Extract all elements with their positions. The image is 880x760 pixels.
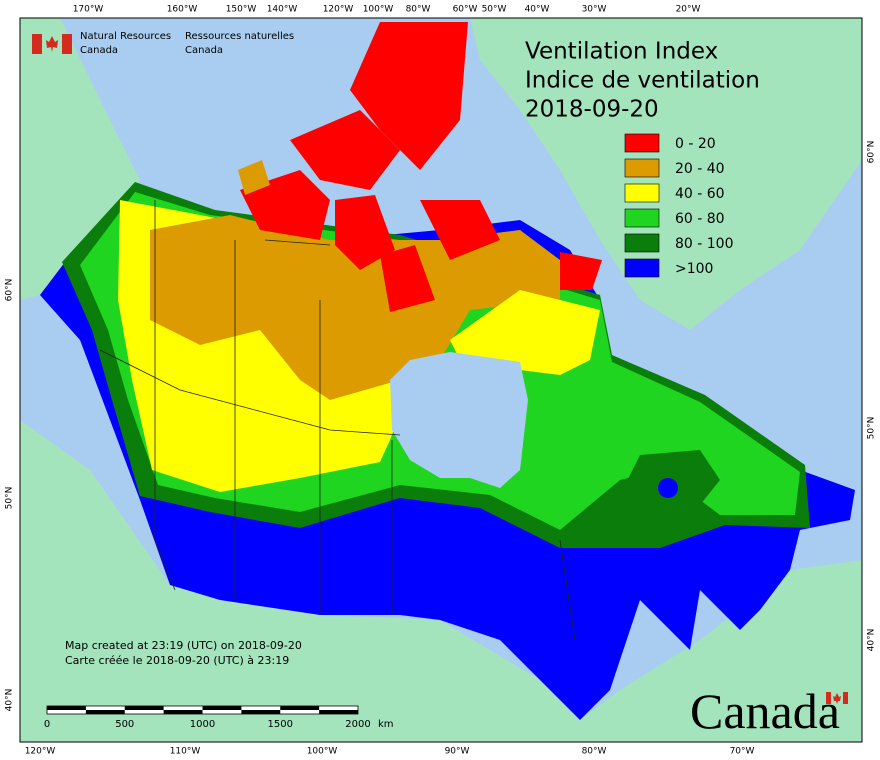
scale-segment [202,706,242,710]
legend-swatch [624,133,660,153]
scale-segment [163,710,203,714]
region-20-40 [238,160,270,195]
scale-segment [85,710,125,714]
arctic-islands [238,22,602,312]
title-line: 2018-09-20 [525,97,659,123]
region-80-100-quebec [625,450,720,505]
frame-border [19,17,863,743]
graticule-top: 140°W [267,5,298,15]
scale-label: 2000 [345,719,370,730]
legend-swatch [624,183,660,203]
region-0-20 [350,22,468,170]
legend-label: 60 - 80 [675,211,725,227]
legend-swatch [624,158,660,178]
scale-segment [47,706,86,710]
scale-bar: 0 500 1000 1500 2000 km [44,705,394,730]
canada-wordmark: Canada [690,683,840,739]
legend-swatch [624,233,660,253]
title: Ventilation Index Indice de ventilation 20… [525,39,760,123]
graticule-top: 150°W [226,5,257,15]
maple-leaf [833,693,841,704]
note: Map created at 23:19 (UTC) on 2018-09-20 [65,639,302,652]
region-0-20 [335,195,395,270]
title-line: Indice de ventilation [525,68,760,94]
agency-en: Natural Resources [80,31,171,42]
flag-bar [32,34,42,54]
agency-fr: Ressources naturelles [185,31,294,42]
map-frame [19,17,863,743]
scale-segment [241,710,281,714]
scale-label: 500 [115,719,134,730]
graticule-top: 20°W [676,5,701,15]
scale-label: 0 [44,719,50,730]
graticule-left: 50°N [5,487,15,510]
graticule-top: 160°W [167,5,198,15]
flag-bar [62,34,72,54]
graticule-left: 40°N [5,689,15,712]
title-line: Ventilation Index [525,39,718,65]
legend-label: 40 - 60 [675,186,725,202]
flag-bar [843,692,848,704]
region-0-20 [560,252,602,290]
greenland [470,18,862,330]
graticule-top: 80°W [406,5,431,15]
graticule-top: 120°W [323,5,354,15]
agency-fr: Canada [185,45,223,56]
scale-label: 1500 [268,719,293,730]
scale-segment [280,706,320,710]
scale-unit: km [378,719,394,730]
legend-swatch [624,258,660,278]
graticule-bottom: 80°W [582,747,607,757]
graticule-top: 30°W [582,5,607,15]
flag-bar [826,692,831,704]
graticule-top: 170°W [73,5,104,15]
graticule-bottom: 90°W [445,747,470,757]
region-over-100-spot [658,478,678,498]
region-0-20 [380,245,435,312]
region-0-20 [290,110,400,190]
graticule-bottom: 110°W [170,747,201,757]
graticule-labels: 170°W 160°W 150°W 140°W 120°W 100°W 80°W 60°W 50… [5,5,877,757]
region-20-40 [150,215,560,400]
legend-label: 0 - 20 [675,136,716,152]
legend-label: >100 [675,261,713,277]
region-0-20 [420,200,500,260]
graticule-top: 50°W [482,5,507,15]
maple-leaf [46,36,58,52]
alaska [20,18,140,300]
nrcan-signature: Natural Resources Canada Ressources natu… [32,31,294,56]
notes: Map created at 23:19 (UTC) on 2018-09-20… [65,639,302,667]
scale-segment [124,706,164,710]
graticule-bottom: 100°W [307,747,338,757]
graticule-right: 40°N [867,629,877,652]
boundaries [99,200,576,641]
agency-en: Canada [80,45,118,56]
scale-label: 1000 [190,719,215,730]
graticule-right: 60°N [867,141,877,164]
scale-segment [319,710,358,714]
graticule-top: 60°W [453,5,478,15]
legend-swatch [624,208,660,228]
graticule-left: 60°N [5,279,15,302]
graticule-top: 40°W [525,5,550,15]
graticule-bottom: 120°W [25,747,56,757]
graticule-bottom: 70°W [730,747,755,757]
legend-label: 20 - 40 [675,161,725,177]
hudson-bay [390,352,528,488]
legend: 0 - 20 20 - 40 40 - 60 60 - 80 80 - 100 >100 [624,133,734,278]
wordmark: Canada [690,683,848,739]
graticule-top: 100°W [363,5,394,15]
graticule-right: 50°N [867,417,877,440]
note: Carte créée le 2018-09-20 (UTC) à 23:19 [65,654,289,667]
united-states [20,420,862,742]
legend-label: 80 - 100 [675,236,734,252]
